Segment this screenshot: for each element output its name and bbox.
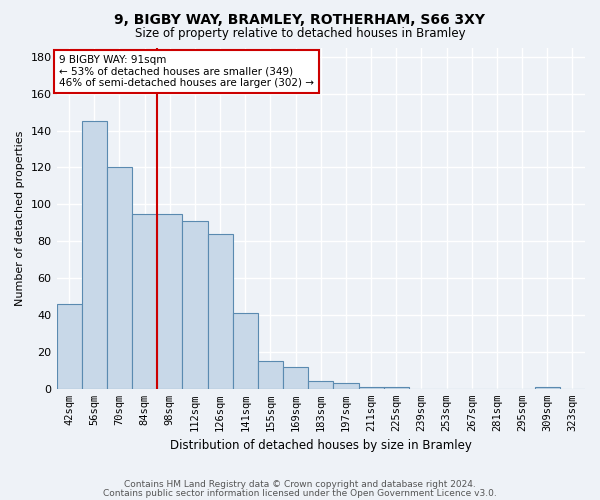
- Bar: [182, 221, 208, 389]
- Bar: [132, 214, 157, 389]
- Bar: [233, 313, 258, 389]
- Bar: [334, 384, 359, 389]
- Bar: [383, 387, 409, 389]
- Text: 9 BIGBY WAY: 91sqm
← 53% of detached houses are smaller (349)
46% of semi-detach: 9 BIGBY WAY: 91sqm ← 53% of detached hou…: [59, 55, 314, 88]
- Bar: [308, 382, 334, 389]
- Bar: [258, 361, 283, 389]
- Bar: [359, 387, 383, 389]
- Bar: [157, 214, 182, 389]
- Text: Contains HM Land Registry data © Crown copyright and database right 2024.: Contains HM Land Registry data © Crown c…: [124, 480, 476, 489]
- Bar: [56, 304, 82, 389]
- Bar: [107, 168, 132, 389]
- Bar: [535, 387, 560, 389]
- Text: Size of property relative to detached houses in Bramley: Size of property relative to detached ho…: [134, 28, 466, 40]
- Bar: [82, 122, 107, 389]
- Text: Contains public sector information licensed under the Open Government Licence v3: Contains public sector information licen…: [103, 489, 497, 498]
- Text: 9, BIGBY WAY, BRAMLEY, ROTHERHAM, S66 3XY: 9, BIGBY WAY, BRAMLEY, ROTHERHAM, S66 3X…: [115, 12, 485, 26]
- X-axis label: Distribution of detached houses by size in Bramley: Distribution of detached houses by size …: [170, 440, 472, 452]
- Y-axis label: Number of detached properties: Number of detached properties: [15, 130, 25, 306]
- Bar: [283, 366, 308, 389]
- Bar: [208, 234, 233, 389]
